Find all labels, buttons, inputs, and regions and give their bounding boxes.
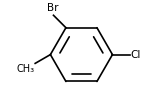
Text: Br: Br <box>47 3 59 13</box>
Text: Cl: Cl <box>131 50 141 60</box>
Text: CH₃: CH₃ <box>17 64 35 74</box>
